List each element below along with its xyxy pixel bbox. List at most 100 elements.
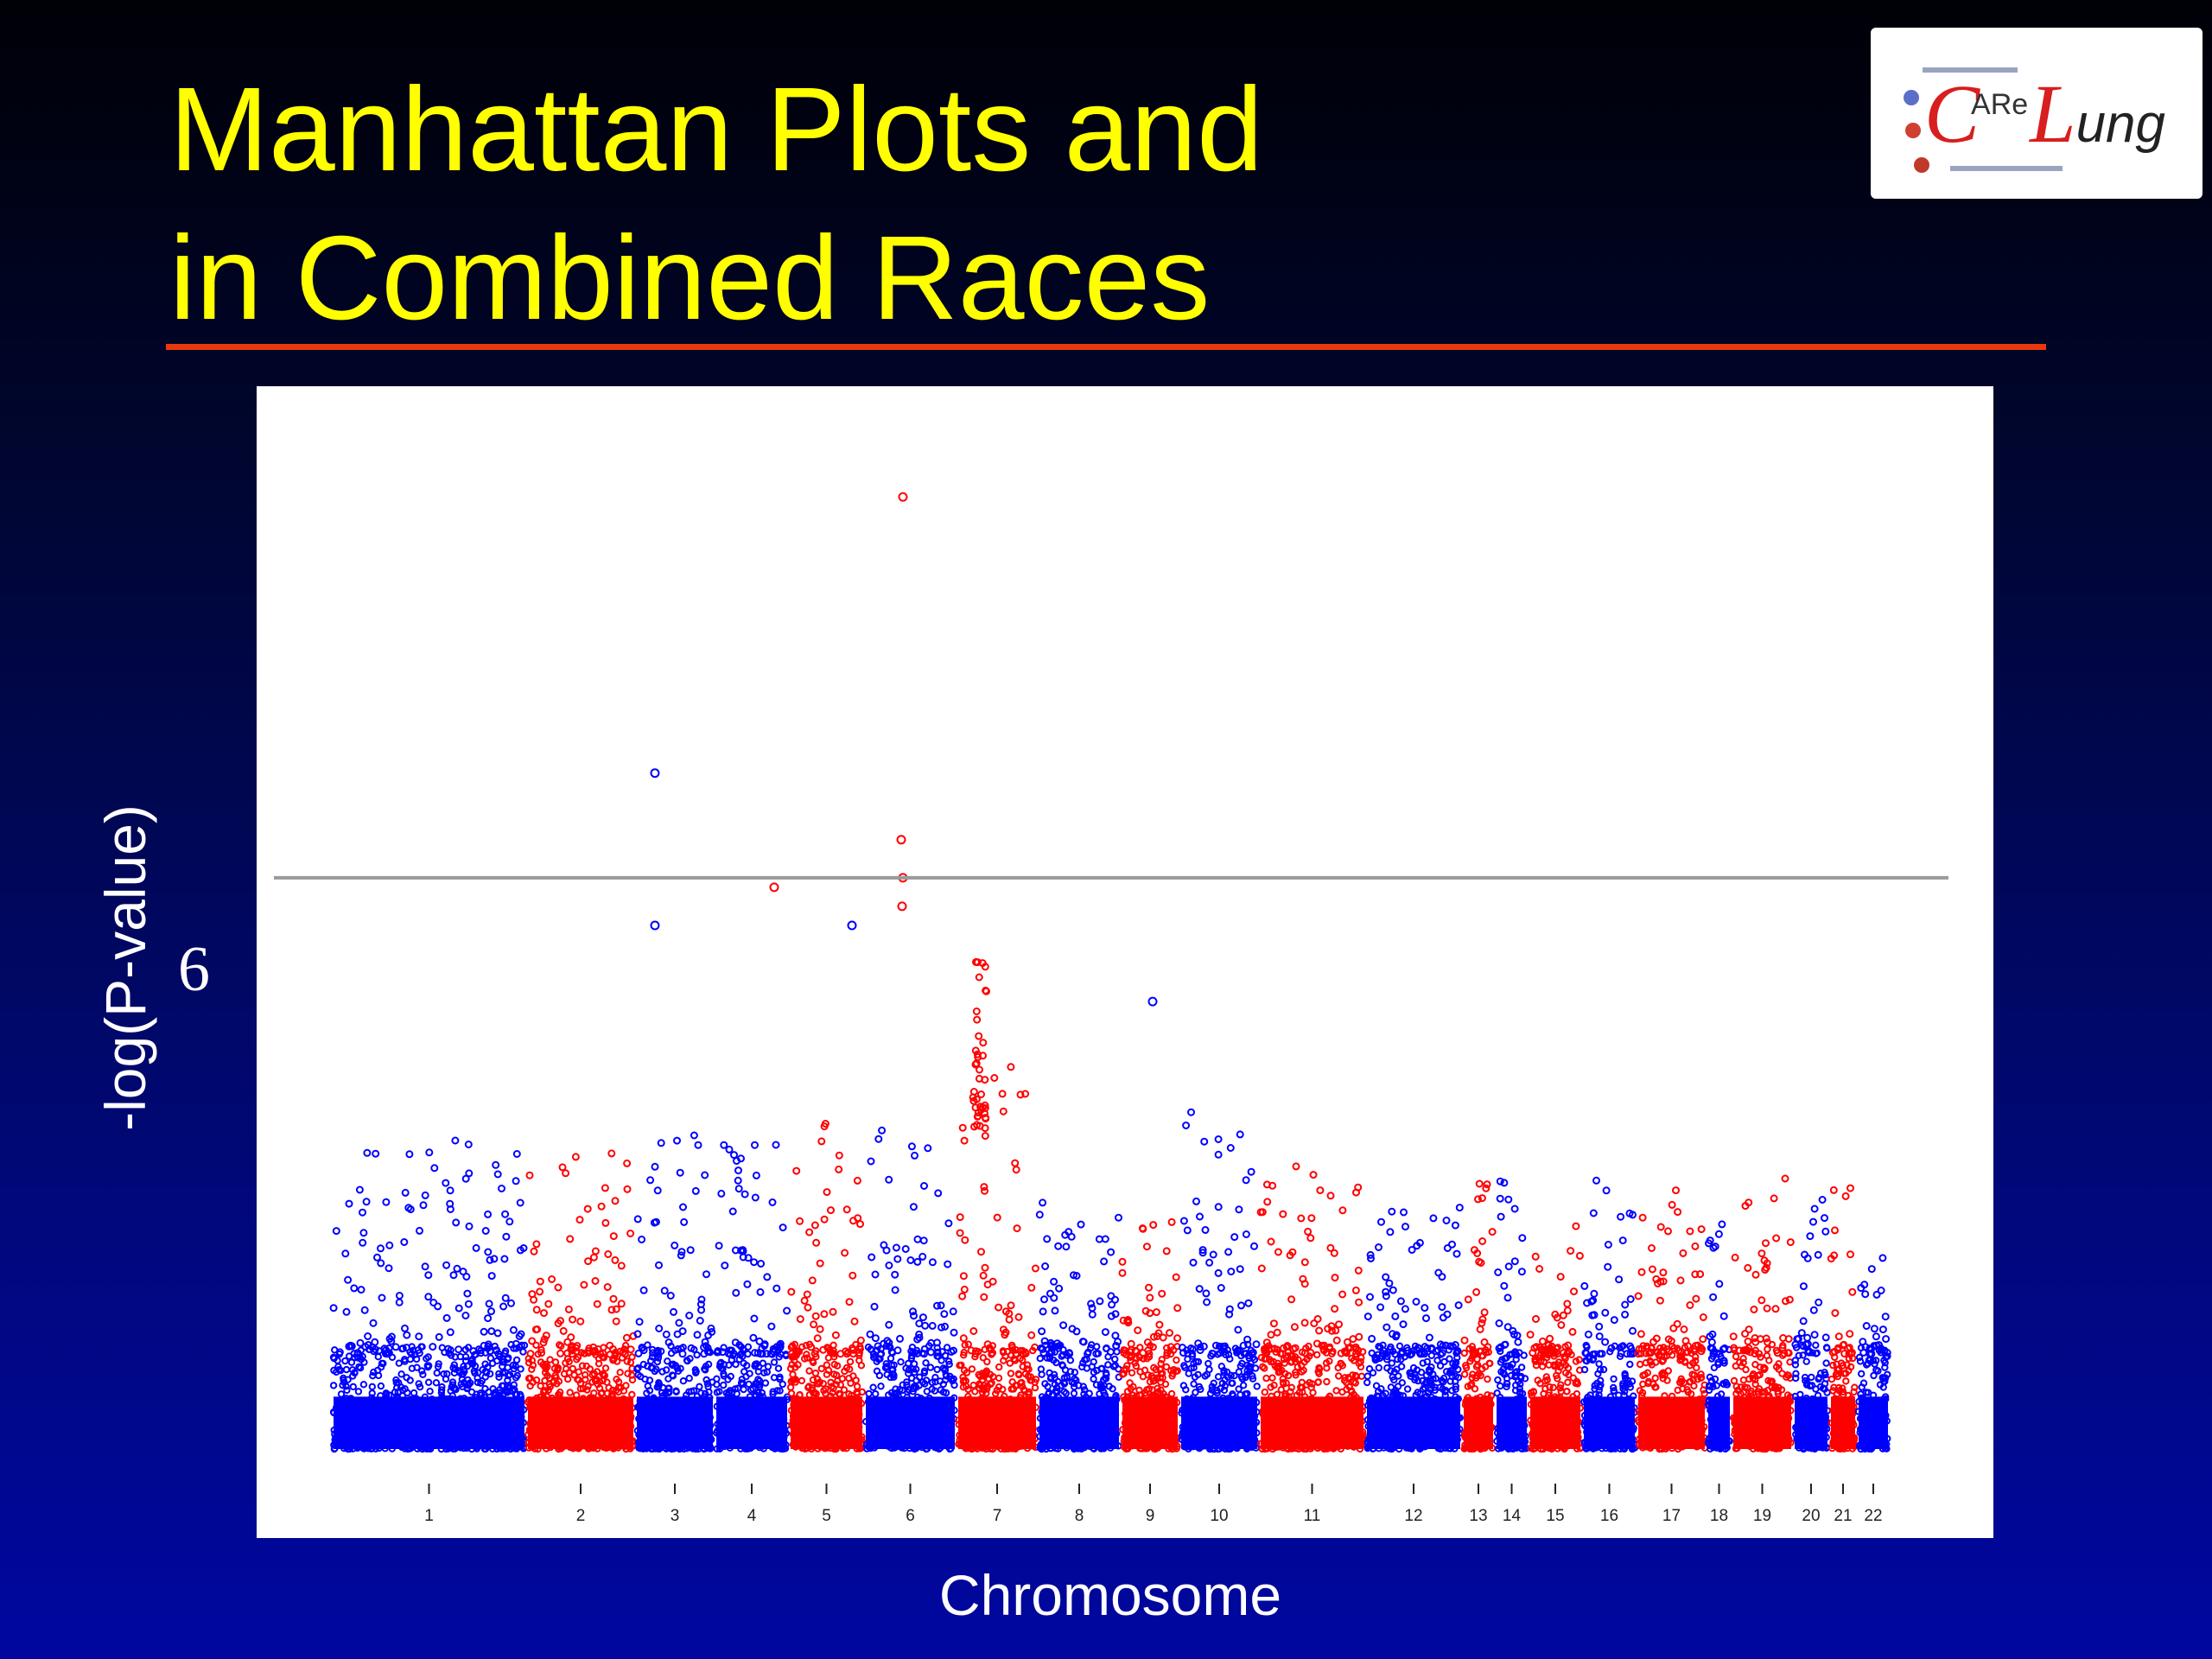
data-point [589, 1343, 598, 1351]
data-point [783, 1306, 791, 1315]
data-point [626, 1345, 635, 1354]
data-point [1118, 1257, 1127, 1266]
data-point [841, 1367, 849, 1376]
data-point [940, 1310, 949, 1319]
data-point [611, 1255, 620, 1264]
data-point [385, 1241, 394, 1249]
data-point [845, 1298, 854, 1306]
data-point [1316, 1186, 1325, 1195]
data-point [412, 1355, 421, 1363]
data-point [1144, 1371, 1152, 1379]
data-point [1128, 1369, 1136, 1377]
data-point [345, 1342, 353, 1351]
logo-wordmark: CAReLung [1924, 66, 2165, 162]
data-point [512, 1177, 520, 1185]
data-point [693, 1331, 702, 1339]
data-point [589, 1253, 598, 1262]
data-point [934, 1189, 943, 1198]
data-point [905, 1359, 912, 1368]
data-point [484, 1210, 493, 1218]
data-point [871, 1334, 880, 1343]
data-point [755, 1377, 764, 1385]
chromosome-1-points [329, 1136, 529, 1453]
data-point [472, 1243, 480, 1252]
data-point [1214, 1373, 1223, 1381]
data-point [1304, 1227, 1313, 1236]
data-point [1173, 1367, 1181, 1375]
logo-sponsor-bar [1950, 166, 2063, 171]
data-point [1279, 1210, 1287, 1218]
data-point [1075, 1382, 1083, 1389]
data-point [583, 1205, 592, 1213]
data-point [1031, 1264, 1039, 1273]
data-point [424, 1271, 433, 1280]
logo-letter-l: L [2030, 67, 2076, 160]
data-point [350, 1350, 359, 1358]
data-point [772, 1141, 780, 1149]
data-point [796, 1315, 804, 1324]
data-point [669, 1361, 677, 1370]
data-point [484, 1363, 492, 1371]
data-point [586, 1365, 594, 1373]
data-point [1101, 1328, 1109, 1337]
chromosome-6-points [862, 1126, 958, 1453]
data-point [651, 1367, 658, 1376]
data-point [1115, 1365, 1122, 1373]
data-point [528, 1365, 536, 1374]
data-point [896, 1334, 904, 1343]
data-point [421, 1191, 429, 1199]
data-point [920, 1182, 928, 1190]
data-point [691, 1186, 700, 1195]
data-point [639, 1286, 648, 1294]
data-point [564, 1305, 573, 1313]
data-point [484, 1314, 493, 1323]
data-point [976, 1380, 983, 1388]
data-point [776, 1387, 784, 1395]
data-point [579, 1385, 588, 1393]
data-point [633, 1365, 641, 1373]
data-point [1244, 1299, 1253, 1307]
data-point [415, 1332, 423, 1341]
data-point [341, 1357, 349, 1365]
data-point [883, 1370, 891, 1379]
data-point [512, 1374, 520, 1382]
data-point [820, 1310, 829, 1319]
data-point [854, 1389, 861, 1398]
data-point [438, 1382, 446, 1391]
data-point [609, 1232, 618, 1241]
data-point [1182, 1122, 1191, 1129]
data-point [505, 1217, 514, 1226]
data-point [1401, 1305, 1409, 1313]
data-point [505, 1354, 512, 1362]
data-point [995, 1383, 1003, 1391]
data-point [1070, 1389, 1078, 1397]
data-point [1274, 1248, 1282, 1256]
data-point [546, 1356, 554, 1363]
data-point [1326, 1192, 1335, 1200]
data-point [1377, 1217, 1385, 1226]
data-point [339, 1382, 346, 1389]
data-point [1323, 1364, 1331, 1372]
data-point [1077, 1220, 1085, 1229]
data-point [556, 1349, 565, 1357]
data-point [846, 1357, 855, 1366]
data-point [377, 1259, 385, 1268]
data-point [537, 1382, 544, 1390]
data-point [1106, 1348, 1115, 1357]
title-line-1: Manhattan Plots and [169, 63, 1263, 196]
data-point [1200, 1137, 1209, 1146]
data-point [1019, 1363, 1027, 1370]
data-point [1376, 1303, 1385, 1312]
data-point [542, 1332, 550, 1340]
data-point [574, 1353, 582, 1362]
carelung-logo: CAReLung [1871, 28, 2202, 199]
data-point [437, 1386, 446, 1394]
data-point [880, 1241, 888, 1249]
data-point [1451, 1221, 1459, 1230]
data-point [664, 1384, 672, 1393]
data-point [1039, 1198, 1047, 1207]
data-point [403, 1344, 410, 1352]
chromosome-7-points [955, 1063, 1040, 1453]
data-point [670, 1307, 677, 1316]
data-point [1050, 1277, 1058, 1286]
